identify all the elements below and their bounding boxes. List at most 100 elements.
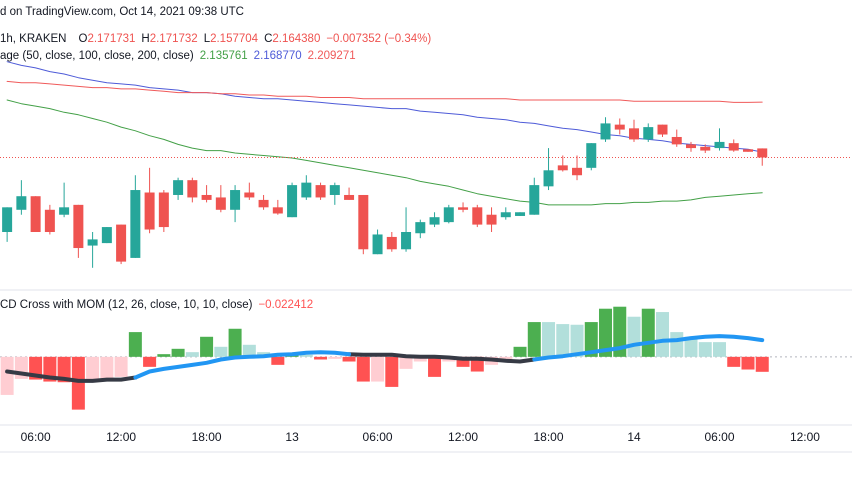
- histogram-bar: [356, 356, 370, 382]
- moving-average: [6, 99, 763, 206]
- candle-body: [116, 224, 127, 262]
- macd-line: [5, 352, 537, 383]
- candle-body: [472, 207, 483, 225]
- candle-body: [144, 192, 155, 230]
- candle-body: [443, 207, 454, 223]
- candle-body: [372, 234, 383, 255]
- candle-body: [230, 190, 241, 210]
- ma-value: 2.135761: [199, 50, 248, 62]
- candle-body: [614, 124, 625, 130]
- x-tick-label: 18:00: [192, 430, 222, 444]
- candle-body: [657, 124, 668, 135]
- histogram-bar: [328, 356, 342, 359]
- histogram-bar: [228, 328, 242, 357]
- histogram-bar: [670, 332, 684, 357]
- candle-body: [557, 165, 568, 171]
- candle-body: [101, 227, 112, 244]
- histogram-bar: [214, 346, 228, 357]
- candle-body: [315, 185, 326, 198]
- candle-body: [629, 128, 640, 140]
- candle-body: [415, 222, 426, 234]
- x-tick-label: 12:00: [448, 430, 478, 444]
- histogram-bar: [342, 356, 356, 362]
- x-tick-label: 12:00: [106, 430, 136, 444]
- x-tick-label: 06:00: [704, 430, 734, 444]
- candle-body: [2, 207, 13, 232]
- candle-body: [301, 182, 312, 198]
- candle-body: [287, 185, 298, 218]
- ohlc-item: O2.171731: [78, 33, 135, 45]
- histogram-bar: [157, 354, 171, 357]
- ohlc-item: C2.164380: [264, 33, 320, 45]
- candle-body: [572, 167, 583, 176]
- histogram-bar: [57, 356, 71, 383]
- change: −0.007352 (−0.34%): [326, 33, 432, 45]
- ohlc-item: L2.157704: [204, 33, 258, 45]
- candle-body: [73, 204, 84, 249]
- histogram-bar: [542, 322, 556, 357]
- ohlc-value: 2.171732: [149, 33, 198, 45]
- histogram-bar: [71, 356, 85, 410]
- macd-value: −0.022412: [258, 299, 314, 311]
- candle-body: [187, 180, 198, 198]
- ma-legend: age (50, close, 100, close, 200, close) …: [0, 50, 356, 62]
- histogram-bar: [428, 356, 442, 377]
- candle-body: [429, 217, 440, 225]
- histogram-bar: [741, 356, 755, 370]
- ohlc-key: C: [264, 33, 273, 45]
- histogram-bar: [114, 356, 128, 377]
- candle-body: [700, 146, 711, 151]
- x-tick-label: 13: [285, 430, 299, 444]
- ohlc-key: L: [203, 33, 211, 45]
- histogram-bar: [143, 356, 157, 367]
- histogram-bar: [271, 356, 285, 365]
- candle-body: [486, 214, 497, 225]
- x-tick-label: 06:00: [21, 430, 51, 444]
- candle-body: [386, 236, 397, 250]
- macd-legend: CD Cross with MOM (12, 26, close, 10, 10…: [0, 299, 313, 311]
- candle-body: [515, 212, 526, 216]
- ohlc-key: O: [78, 33, 88, 45]
- histogram-bar: [513, 346, 527, 357]
- histogram-bar: [413, 356, 427, 362]
- histogram-bar: [371, 356, 385, 382]
- candle-body: [742, 149, 753, 152]
- candle-body: [500, 212, 511, 218]
- histogram-bar: [185, 352, 199, 357]
- candle-body: [643, 127, 654, 140]
- histogram-bar: [456, 356, 470, 367]
- ma-value: 2.168770: [253, 50, 302, 62]
- ohlc-legend: 1h, KRAKEN O2.171731 H2.171732 L2.157704 C2…: [0, 33, 431, 45]
- candle-body: [59, 207, 70, 215]
- ohlc-value: 2.157704: [210, 33, 259, 45]
- candle-body: [728, 143, 739, 151]
- candle-body: [215, 197, 226, 210]
- candle-body: [358, 194, 369, 250]
- histogram-bar: [613, 306, 627, 357]
- candle-body: [543, 170, 554, 187]
- histogram-bar: [712, 342, 726, 357]
- candle-body: [757, 148, 768, 158]
- source: d on TradingView.com, Oct 14, 2021 09:38…: [0, 6, 244, 18]
- macd-title: CD Cross with MOM (12, 26, close, 10, 10…: [0, 299, 253, 311]
- ma-value: 2.209271: [307, 50, 356, 62]
- histogram-bar: [755, 356, 769, 372]
- candle-body: [586, 143, 597, 168]
- candle-body: [44, 209, 55, 232]
- x-tick-label: 12:00: [790, 430, 820, 444]
- histogram-bar: [314, 356, 328, 360]
- histogram-bar: [570, 324, 584, 357]
- candle-body: [30, 196, 41, 232]
- histogram-bar: [299, 354, 313, 357]
- x-tick-label: 06:00: [363, 430, 393, 444]
- histogram-bar: [200, 336, 214, 357]
- candle-body: [686, 144, 697, 149]
- histogram-bar: [584, 322, 598, 357]
- histogram-bar: [100, 356, 114, 379]
- ohlc-value: 2.164380: [272, 33, 321, 45]
- x-tick-label: 18:00: [534, 430, 564, 444]
- histogram-bar: [656, 312, 670, 357]
- candle-body: [329, 185, 340, 195]
- histogram-bar: [399, 356, 413, 369]
